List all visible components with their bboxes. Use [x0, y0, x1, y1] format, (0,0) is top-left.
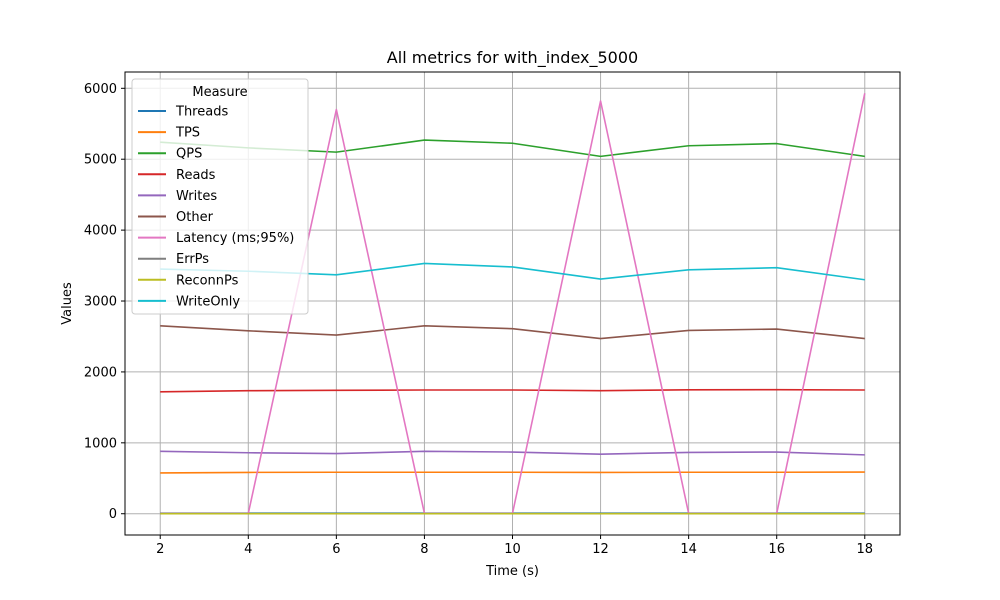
y-tick-label: 0	[109, 507, 117, 522]
legend-label: ReconnPs	[176, 273, 239, 288]
series-line-other	[160, 325, 865, 340]
legend-label: ErrPs	[176, 252, 209, 267]
legend-item-reads: Reads	[138, 168, 216, 183]
series-line-writes	[160, 450, 865, 456]
legend-label: Threads	[175, 105, 228, 120]
legend-box	[131, 78, 309, 315]
legend-title: Measure	[192, 85, 247, 100]
legend-label: Writes	[176, 189, 217, 204]
legend-item-writeonly: WriteOnly	[138, 294, 240, 309]
y-tick-label: 2000	[84, 365, 117, 380]
axis-ticks: 2 4 6 8 10 12 14 16 18 0 1000 2000 3000 4000 5000 6000	[84, 82, 873, 557]
x-tick-label: 2	[156, 542, 164, 557]
y-tick-label: 3000	[84, 295, 117, 310]
x-tick-label: 8	[420, 542, 428, 557]
legend-item-reconnps: ReconnPs	[138, 273, 239, 288]
legend-item-threads: Threads	[138, 105, 228, 120]
legend-item-tps: TPS	[138, 126, 200, 141]
x-axis-label: Time (s)	[485, 564, 539, 579]
x-tick-label: 14	[680, 542, 697, 557]
series-line-reads	[160, 388, 865, 393]
legend-items: Threads TPS QPS Reads Writes Other Latency (ms…	[138, 105, 294, 309]
x-tick-label: 4	[244, 542, 252, 557]
series-line-tps	[160, 471, 865, 474]
legend-label: Latency (ms;95%)	[176, 231, 294, 246]
legend-label: Other	[176, 210, 214, 225]
x-tick-label: 16	[768, 542, 785, 557]
legend-item-latency-ms-95: Latency (ms;95%)	[138, 231, 294, 246]
x-tick-label: 10	[504, 542, 521, 557]
legend-label: Reads	[176, 168, 216, 183]
legend-item-qps: QPS	[138, 147, 202, 162]
y-tick-label: 6000	[84, 82, 117, 97]
legend-item-other: Other	[138, 210, 214, 225]
x-tick-label: 6	[332, 542, 340, 557]
chart-title: All metrics for with_index_5000	[387, 48, 638, 68]
x-tick-label: 12	[592, 542, 609, 557]
legend-label: WriteOnly	[176, 294, 240, 309]
legend: Measure Threads TPS QPS Reads Writes Other Lat…	[131, 78, 309, 315]
legend-label: TPS	[175, 126, 200, 141]
y-axis-label: Values	[60, 282, 75, 325]
y-tick-label: 5000	[84, 153, 117, 168]
legend-item-writes: Writes	[138, 189, 217, 204]
x-tick-label: 18	[856, 542, 873, 557]
series-lines	[160, 93, 866, 515]
y-tick-label: 4000	[84, 224, 117, 239]
legend-label: QPS	[176, 147, 202, 162]
legend-item-errps: ErrPs	[138, 252, 209, 267]
y-tick-label: 1000	[84, 436, 117, 451]
